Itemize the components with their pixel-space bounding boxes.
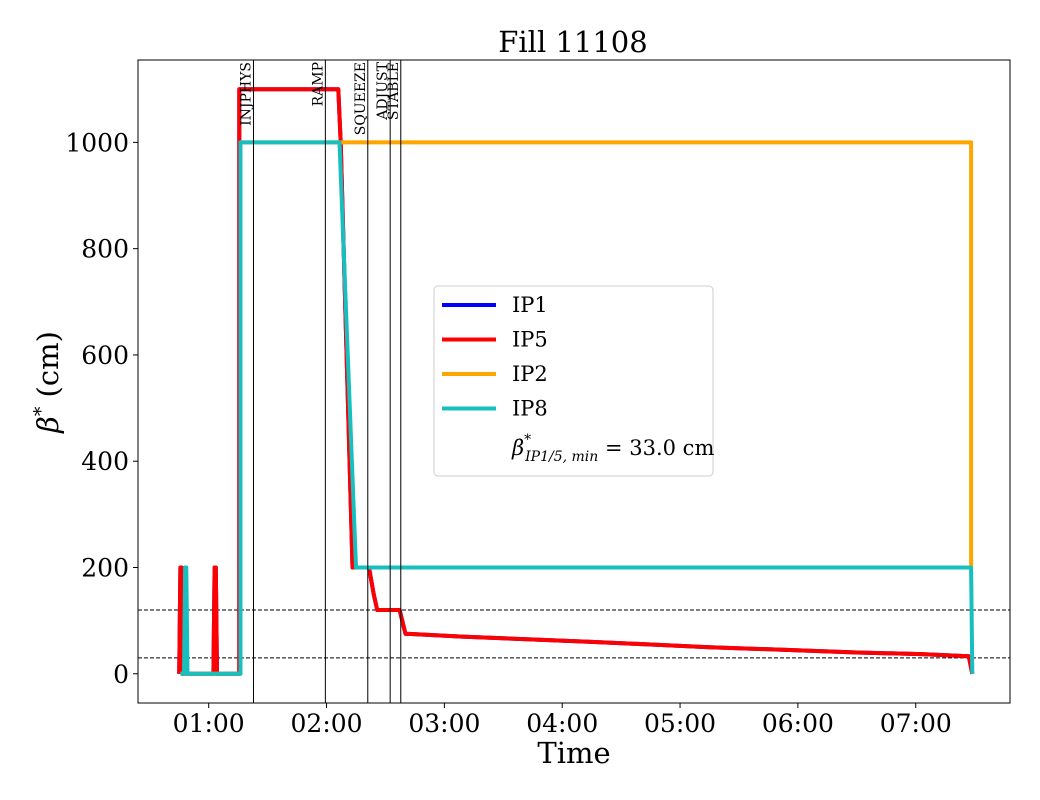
x-axis-label: Time — [537, 736, 610, 770]
y-tick-label: 400 — [81, 447, 129, 476]
legend-note-sub: IP1/5, min — [524, 449, 598, 465]
x-ticks: 01:00 02:00 03:00 04:00 05:00 06:00 07:00 — [173, 703, 952, 738]
y-tick-label: 1000 — [65, 128, 129, 157]
y-axis-label-sup: * — [30, 406, 52, 416]
x-tick-label: 06:00 — [762, 709, 834, 738]
x-tick-label: 05:00 — [644, 709, 716, 738]
legend-note: β* IP1/5, min = 33.0 cm — [511, 432, 714, 465]
legend-note-symbol: β — [511, 436, 524, 460]
x-tick-label: 04:00 — [526, 709, 598, 738]
y-axis-label-symbol: β — [31, 416, 65, 434]
chart-title: Fill 11108 — [498, 25, 647, 59]
legend-note-value: = 33.0 cm — [598, 436, 714, 460]
legend-note-sup: * — [524, 432, 531, 448]
axes-frame — [137, 59, 1011, 704]
x-tick-label: 02:00 — [291, 709, 363, 738]
y-tick-label: 800 — [81, 235, 129, 264]
x-tick-label: 01:00 — [173, 709, 245, 738]
y-ticks: 0 200 400 600 800 1000 — [65, 128, 138, 689]
series-line-ip5 — [177, 87, 975, 676]
legend-label-ip2: IP2 — [512, 362, 548, 386]
y-tick-label: 0 — [113, 660, 129, 689]
plot-area — [138, 87, 1010, 676]
legend-box — [433, 285, 714, 477]
phase-label-stable: STABLE — [386, 62, 402, 120]
phase-label-ramp: RAMP — [310, 62, 326, 106]
legend-label-ip8: IP8 — [512, 397, 548, 421]
legend-label-ip1: IP1 — [512, 293, 548, 317]
legend-label-ip5: IP5 — [512, 328, 548, 352]
y-tick-label: 600 — [81, 341, 129, 370]
x-tick-label: 03:00 — [408, 709, 480, 738]
legend-entries: IP1 IP5 IP2 IP8 — [442, 293, 548, 421]
y-axis-label-unit: (cm) — [31, 331, 65, 407]
legend: IP1 IP5 IP2 IP8 β* IP1/5, min = 33.0 cm — [433, 285, 714, 477]
phase-label-injphys: INJPHYS — [238, 62, 254, 126]
y-axis-label: β* (cm) — [30, 331, 65, 434]
x-tick-label: 07:00 — [880, 709, 952, 738]
phase-label-squeeze: SQUEEZE — [353, 62, 369, 135]
phase-label-adjust: ADJUST — [375, 61, 391, 120]
series-line-ip8 — [180, 140, 975, 676]
y-tick-label: 200 — [81, 553, 129, 582]
